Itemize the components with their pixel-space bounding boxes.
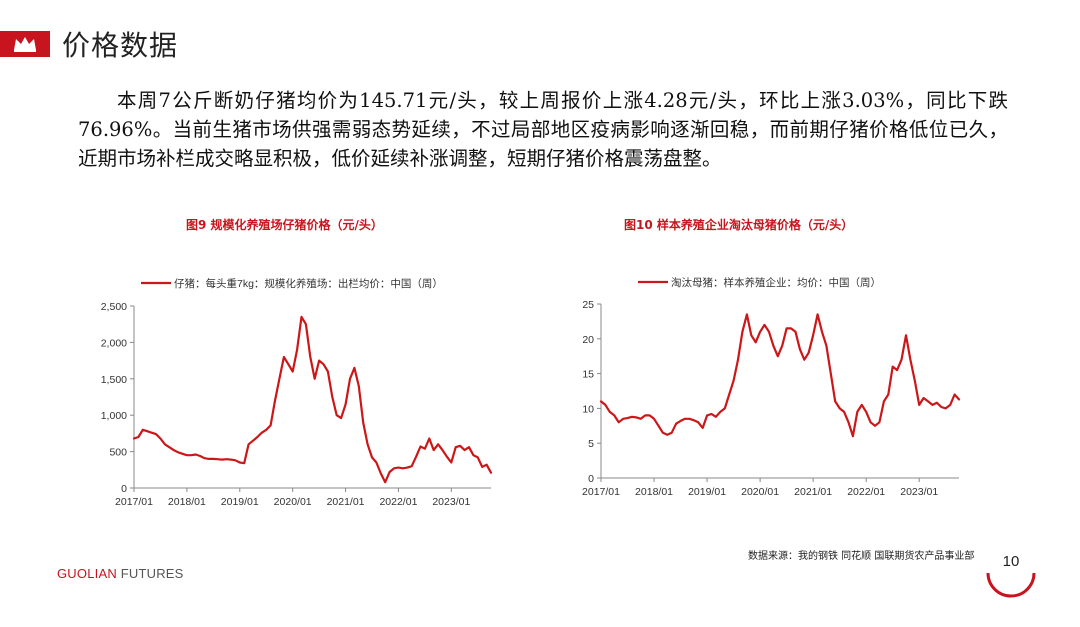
- piglet-price-chart: 仔猪：每头重7kg：规模化养殖场：出栏均价：中国（周） 0 500 1,000 1,5…: [101, 277, 493, 508]
- page-arc-decoration: [986, 572, 1036, 598]
- legend-label: 仔猪：每头重7kg：规模化养殖场：出栏均价：中国（周）: [174, 277, 443, 290]
- x-tick-label: 2021/01: [327, 496, 365, 508]
- legend: 仔猪：每头重7kg：规模化养殖场：出栏均价：中国（周）: [141, 277, 443, 290]
- y-tick-label: 1,500: [101, 374, 127, 386]
- brand-bar: [0, 31, 50, 57]
- x-tick-label: 2019/01: [221, 496, 259, 508]
- plot-area: 0 5 10 15 20 25 2017/01 2018/01 2019/01 2020/01 20…: [582, 299, 961, 498]
- x-tick-label: 2020/01: [274, 496, 312, 508]
- culled-sow-price-chart: 淘汰母猪：样本养殖企业：均价：中国（周） 0 5 10 15 20 25 2017/01 20…: [582, 276, 961, 498]
- x-tick-label: 2019/01: [688, 486, 726, 498]
- page-title: 价格数据: [62, 29, 179, 62]
- y-tick-label: 10: [582, 403, 594, 415]
- legend-label: 淘汰母猪：样本养殖企业：均价：中国（周）: [671, 276, 881, 289]
- x-tick-label: 2021/01: [794, 486, 832, 498]
- y-tick-label: 25: [582, 299, 594, 311]
- brand-logo: GUOLIAN FUTURES: [57, 566, 184, 581]
- y-tick-label: 1,000: [101, 410, 127, 422]
- chart-1-title: 图9 规模化养殖场仔猪价格（元/头）: [186, 218, 383, 232]
- data-source: 数据来源：我的钢铁 同花顺 国联期货农产品事业部: [748, 551, 975, 562]
- legend: 淘汰母猪：样本养殖企业：均价：中国（周）: [638, 276, 881, 289]
- chart-2-title: 图10 样本养殖企业淘汰母猪价格（元/头）: [624, 218, 854, 232]
- page-number: 10: [1002, 553, 1020, 570]
- y-tick-label: 15: [582, 369, 594, 381]
- brand-name-part2: FUTURES: [116, 566, 184, 581]
- series-line-0: [599, 313, 961, 438]
- series-line-0: [132, 315, 493, 484]
- x-tick-label: 2018/01: [635, 486, 673, 498]
- crown-icon: [14, 37, 36, 52]
- brand-name-part1: GUOLIAN: [57, 566, 117, 581]
- x-tick-label: 2017/01: [115, 496, 153, 508]
- y-tick-label: 2,500: [101, 301, 127, 313]
- y-tick-label: 20: [582, 334, 594, 346]
- x-tick-label: 2020/01: [741, 486, 779, 498]
- x-tick-label: 2018/01: [168, 496, 206, 508]
- plot-area: 0 500 1,000 1,500 2,000 2,500 2017/01 2018/01 20…: [101, 301, 493, 508]
- y-tick-label: 2,000: [101, 337, 127, 349]
- y-tick-label: 0: [588, 473, 594, 485]
- x-tick-label: 2022/01: [379, 496, 417, 508]
- x-tick-label: 2022/01: [847, 486, 885, 498]
- summary-paragraph: 本周7公斤断奶仔猪均价为145.71元/头，较上周报价上涨4.28元/头，环比上…: [78, 89, 1008, 170]
- y-tick-label: 500: [109, 447, 127, 459]
- page-number-badge: 10: [982, 543, 1040, 601]
- y-tick-label: 0: [121, 483, 127, 495]
- x-tick-label: 2023/01: [432, 496, 470, 508]
- y-tick-label: 5: [588, 438, 594, 450]
- x-tick-label: 2017/01: [582, 486, 620, 498]
- x-tick-label: 2023/01: [900, 486, 938, 498]
